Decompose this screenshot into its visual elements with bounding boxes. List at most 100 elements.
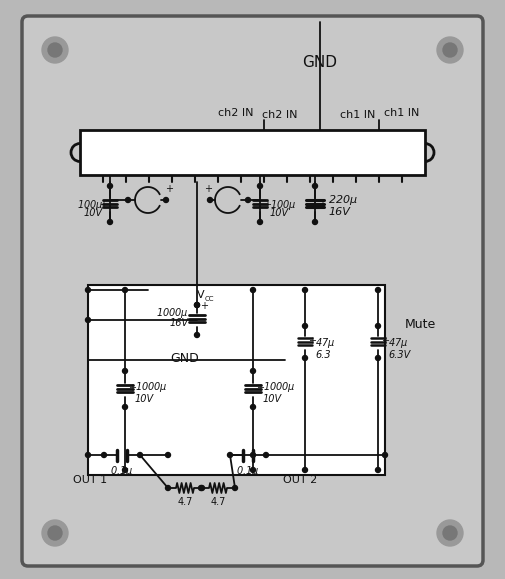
Circle shape [443, 43, 457, 57]
Text: +: + [308, 336, 316, 346]
Text: 4: 4 [330, 161, 336, 171]
Circle shape [232, 486, 237, 490]
Circle shape [208, 197, 213, 203]
Circle shape [123, 288, 127, 292]
Text: OUT 2: OUT 2 [283, 475, 317, 485]
Text: 47$\mu$: 47$\mu$ [315, 336, 335, 350]
Text: +: + [200, 301, 208, 311]
Text: 10V: 10V [270, 208, 289, 218]
Text: +: + [128, 383, 136, 393]
Text: 3: 3 [353, 161, 359, 171]
Circle shape [302, 356, 308, 361]
Bar [88, 285, 385, 475]
Circle shape [302, 467, 308, 472]
Text: 100$\mu$: 100$\mu$ [77, 198, 103, 212]
Text: GND: GND [171, 352, 199, 365]
Circle shape [137, 453, 142, 457]
Circle shape [250, 368, 256, 373]
Text: CC: CC [205, 296, 215, 302]
Text: 12: 12 [143, 161, 155, 171]
Text: +: + [318, 200, 326, 210]
Circle shape [166, 486, 171, 490]
Text: 6: 6 [284, 161, 290, 171]
Text: ch2 IN: ch2 IN [219, 108, 254, 118]
Circle shape [198, 486, 204, 490]
Circle shape [164, 197, 169, 203]
Text: GND: GND [302, 55, 337, 70]
Circle shape [313, 219, 318, 225]
Text: 13: 13 [120, 161, 132, 171]
Circle shape [85, 288, 90, 292]
Text: 4.7: 4.7 [177, 497, 193, 507]
Circle shape [194, 302, 199, 307]
Circle shape [102, 453, 107, 457]
Circle shape [108, 184, 113, 189]
Circle shape [437, 520, 463, 546]
Circle shape [199, 486, 205, 490]
Circle shape [258, 219, 263, 225]
Text: 10V: 10V [84, 208, 103, 218]
Text: V: V [197, 290, 205, 300]
Circle shape [250, 453, 256, 457]
Text: 100$\mu$: 100$\mu$ [270, 198, 296, 212]
Circle shape [85, 453, 90, 457]
Text: 10V: 10V [135, 394, 154, 404]
Text: ch1 IN: ch1 IN [340, 110, 375, 120]
FancyBboxPatch shape [22, 16, 483, 566]
Circle shape [443, 526, 457, 540]
Circle shape [437, 37, 463, 63]
Circle shape [264, 453, 269, 457]
Circle shape [302, 288, 308, 292]
Circle shape [376, 288, 380, 292]
Circle shape [250, 288, 256, 292]
Text: Mute: Mute [405, 318, 436, 331]
Text: +: + [204, 184, 212, 194]
Circle shape [42, 520, 68, 546]
Text: 4.7: 4.7 [210, 497, 226, 507]
Circle shape [166, 453, 171, 457]
Text: +: + [99, 200, 107, 210]
Circle shape [126, 197, 130, 203]
Text: 220$\mu$: 220$\mu$ [328, 193, 358, 207]
Circle shape [302, 324, 308, 328]
Text: 0.1$\mu$: 0.1$\mu$ [236, 464, 260, 478]
Text: ch2 IN: ch2 IN [263, 110, 298, 120]
Text: LA4440: LA4440 [220, 135, 285, 153]
Circle shape [250, 467, 256, 472]
Circle shape [123, 405, 127, 409]
Text: +: + [381, 336, 389, 346]
Text: 6.3V: 6.3V [388, 350, 410, 360]
Circle shape [48, 526, 62, 540]
Text: 1000$\mu$: 1000$\mu$ [263, 380, 295, 394]
Text: 47$\mu$: 47$\mu$ [388, 336, 408, 350]
Text: 10: 10 [189, 161, 201, 171]
Text: 7: 7 [261, 161, 267, 171]
Circle shape [245, 197, 250, 203]
Text: 2: 2 [376, 161, 382, 171]
Text: +: + [263, 200, 271, 210]
Text: ch1 IN: ch1 IN [384, 108, 419, 118]
Circle shape [194, 302, 199, 307]
Bar [80, 130, 425, 175]
Circle shape [258, 184, 263, 189]
Text: 5: 5 [307, 161, 313, 171]
Circle shape [123, 368, 127, 373]
Text: +: + [256, 383, 264, 393]
Text: 0.1$\mu$: 0.1$\mu$ [111, 464, 134, 478]
Text: OUT 1: OUT 1 [73, 475, 107, 485]
Text: 8: 8 [238, 161, 244, 171]
Text: 11: 11 [166, 161, 178, 171]
Circle shape [227, 453, 232, 457]
Circle shape [123, 467, 127, 472]
Circle shape [108, 219, 113, 225]
Text: 1000$\mu$: 1000$\mu$ [157, 306, 189, 320]
Text: 1000$\mu$: 1000$\mu$ [135, 380, 168, 394]
Circle shape [48, 43, 62, 57]
Text: +: + [165, 184, 173, 194]
Circle shape [313, 184, 318, 189]
Circle shape [194, 332, 199, 338]
Text: 1: 1 [399, 161, 405, 171]
Circle shape [376, 356, 380, 361]
Text: 16V: 16V [170, 318, 189, 328]
Text: 14: 14 [97, 161, 109, 171]
